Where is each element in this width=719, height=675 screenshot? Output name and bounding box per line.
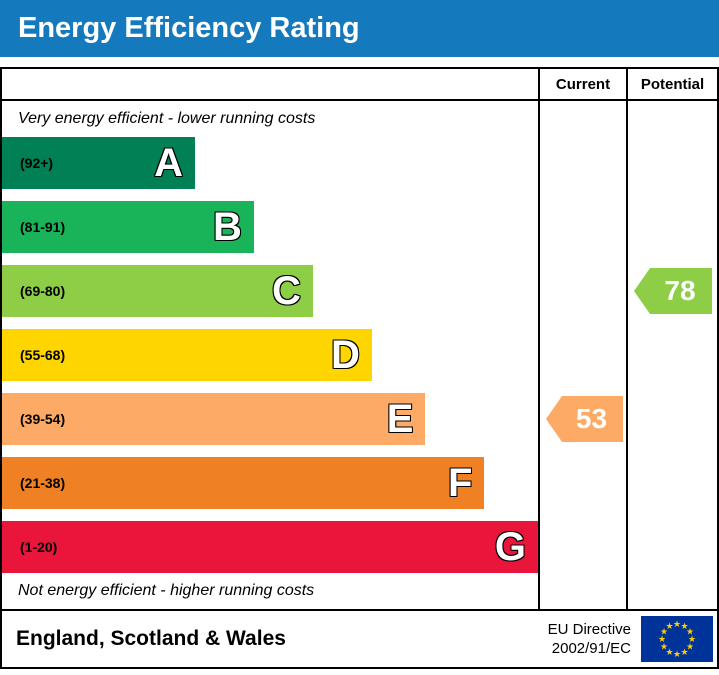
band-A: (92+) A (2, 137, 195, 189)
svg-text:★: ★ (686, 627, 694, 637)
svg-text:★: ★ (688, 634, 696, 644)
band-letter: C (271, 269, 301, 313)
svg-text:★: ★ (673, 649, 681, 659)
band-letter: G (494, 525, 526, 569)
band-range-label: (81-91) (20, 219, 66, 235)
eu-directive-line1: EU Directive (547, 620, 631, 638)
page-title: Energy Efficiency Rating (18, 12, 360, 44)
band-C: (69-80) C (2, 265, 313, 317)
band-range-label: (55-68) (20, 347, 66, 363)
band-range-label: (69-80) (20, 283, 66, 299)
band-range-label: (1-20) (20, 539, 58, 555)
svg-text:★: ★ (673, 619, 681, 629)
chart-body: Very energy efficient - lower running co… (2, 101, 717, 609)
band-E: (39-54) E (2, 393, 426, 445)
svg-text:★: ★ (658, 634, 666, 644)
band-letter: D (330, 333, 360, 377)
bottom-note: Not energy efficient - higher running co… (18, 582, 315, 599)
bands: (92+) A (81-91) B (69-80) C (55-68) D (39-54) E (2… (2, 137, 538, 573)
current-column-header: Current (538, 69, 626, 99)
band-letter: F (447, 461, 473, 505)
band-range-label: (21-38) (20, 475, 66, 491)
band-letter: A (154, 141, 183, 185)
svg-text:★: ★ (680, 647, 688, 657)
bands-panel: Very energy efficient - lower running co… (2, 101, 538, 609)
current-column: 53 (538, 101, 626, 609)
svg-text:★: ★ (665, 647, 673, 657)
band-letter: E (386, 397, 414, 441)
eu-flag-icon: ★ ★ ★ ★ ★ ★ ★ ★ ★ ★ ★ ★ (641, 616, 713, 662)
potential-column-header: Potential (626, 69, 717, 99)
svg-text:★: ★ (680, 621, 688, 631)
svg-text:★: ★ (660, 627, 668, 637)
rating-chart-box: Current Potential Very energy efficient … (0, 67, 719, 669)
band-B: (81-91) B (2, 201, 254, 253)
chart-footer: England, Scotland & Wales EU Directive 2… (2, 609, 717, 667)
svg-text:★: ★ (665, 621, 673, 631)
current-rating-badge: 53 (546, 396, 623, 442)
svg-text:★: ★ (686, 642, 694, 652)
chart-header-row: Current Potential (2, 69, 717, 101)
band-range-label: (92+) (20, 155, 54, 171)
svg-text:★: ★ (660, 642, 668, 652)
band-F: (21-38) F (2, 457, 485, 509)
potential-rating-badge: 78 (634, 268, 712, 314)
header-spacer (2, 69, 538, 99)
top-note: Very energy efficient - lower running co… (18, 110, 316, 127)
band-letter: B (213, 205, 242, 249)
band-range-label: (39-54) (20, 411, 66, 427)
region-label: England, Scotland & Wales (16, 627, 286, 650)
eu-directive-label: EU Directive 2002/91/EC (548, 620, 631, 659)
band-D: (55-68) D (2, 329, 372, 381)
potential-column: 78 (626, 101, 717, 609)
title-bar: Energy Efficiency Rating (0, 0, 719, 57)
band-G: (1-20) G (2, 521, 538, 573)
eu-directive-line2: 2002/91/EC (551, 640, 631, 657)
